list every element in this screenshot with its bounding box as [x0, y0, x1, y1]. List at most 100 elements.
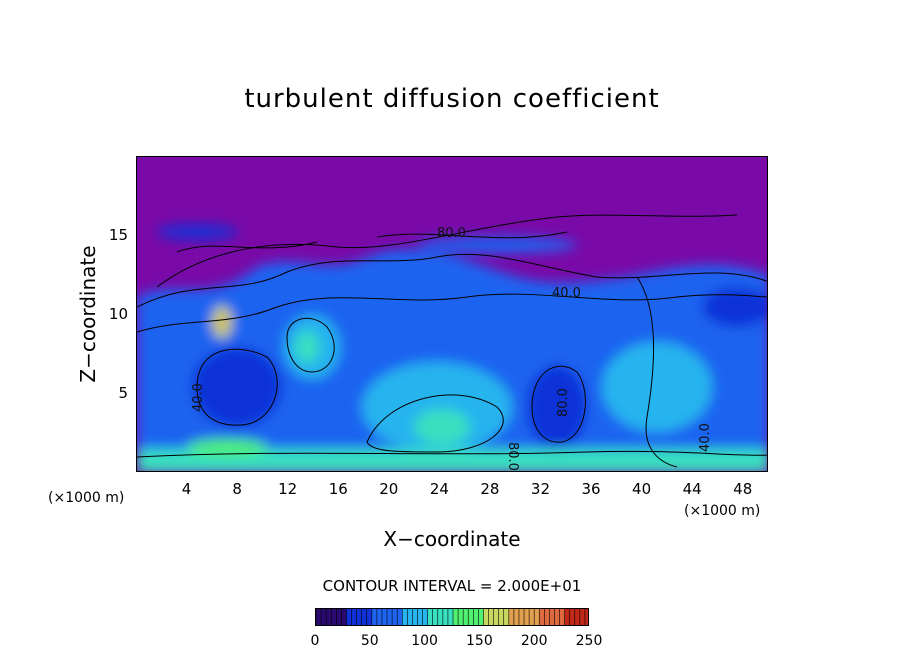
colorbar-swatch [478, 609, 484, 625]
colorbar-swatch [488, 609, 495, 625]
colorbar-swatch [518, 609, 525, 625]
colorbar-swatch [316, 609, 322, 625]
x-axis-label: X−coordinate [383, 527, 521, 551]
colorbar-swatch [432, 609, 439, 625]
contour-label: 40.0 [191, 383, 206, 412]
contour-line [636, 276, 678, 468]
field-region [157, 225, 237, 239]
colorbar-swatch [503, 609, 510, 625]
colorbar-swatch [458, 609, 464, 625]
colorbar-swatch [427, 609, 434, 625]
colorbar-swatch [483, 609, 490, 625]
x-tick-label: 8 [232, 480, 242, 498]
contour-label: 40.0 [698, 423, 713, 452]
colorbar-swatch [559, 609, 566, 625]
colorbar-swatch [579, 609, 586, 625]
contour-line [286, 317, 335, 373]
field-region [137, 249, 767, 471]
field-region [414, 409, 470, 445]
colorbar-swatch [397, 609, 403, 625]
colorbar-swatch [381, 609, 388, 625]
contour-label: 80.0 [437, 226, 466, 241]
y-axis-label: Z−coordinate [76, 245, 100, 383]
colorbar-swatch [356, 609, 363, 625]
colorbar-swatch [442, 609, 449, 625]
colorbar-swatch [524, 609, 530, 625]
colorbar-swatch [574, 609, 581, 625]
colorbar [315, 608, 589, 626]
colorbar-swatch [508, 609, 515, 625]
colorbar-swatch [387, 609, 393, 625]
colorbar-swatch [468, 609, 474, 625]
colorbar-swatch [361, 609, 368, 625]
x-tick-label: 32 [530, 480, 551, 498]
colorbar-swatch [463, 609, 469, 625]
x-tick-label: 16 [328, 480, 348, 498]
x-tick-label: 12 [278, 480, 298, 498]
x-tick-label: 48 [733, 480, 753, 498]
field-region [527, 365, 587, 449]
field-region [362, 362, 512, 452]
contour-line [156, 214, 738, 288]
colorbar-swatch [437, 609, 444, 625]
colorbar-swatch [447, 609, 454, 625]
colorbar-swatch [346, 609, 353, 625]
colorbar-swatch [407, 609, 413, 625]
field-region [218, 314, 226, 330]
colorbar-swatch [544, 609, 550, 625]
field-region [417, 237, 577, 253]
colorbar-swatch [336, 609, 342, 625]
field-region [192, 347, 282, 427]
colorbar-swatch [331, 609, 337, 625]
colorbar-tick-label: 50 [360, 633, 379, 649]
contour-line [531, 365, 586, 443]
colorbar-swatch [493, 609, 500, 625]
contour-label: 80.0 [505, 442, 520, 471]
field-region [187, 439, 267, 455]
y-tick-label: 5 [118, 384, 128, 402]
colorbar-swatch [417, 609, 424, 625]
colorbar-swatch [584, 609, 588, 625]
y-tick-label: 15 [108, 226, 128, 244]
plot-area: 80.0 40.0 40.0 80.0 80.0 40.0 [136, 156, 768, 472]
colorbar-tick-label: 0 [310, 633, 320, 649]
colorbar-swatch [554, 609, 561, 625]
colorbar-swatch [371, 609, 378, 625]
colorbar-swatch [473, 609, 479, 625]
x-tick-label: 4 [181, 480, 192, 498]
colorbar-tick-label: 150 [466, 633, 493, 649]
colorbar-swatch [376, 609, 383, 625]
colorbar-tick-label: 250 [575, 633, 603, 649]
contour-interval-label: CONTOUR INTERVAL = 2.000E+01 [322, 577, 582, 595]
contour-line [137, 253, 767, 308]
x-tick-label: 44 [682, 480, 702, 498]
colorbar-swatch [453, 609, 459, 625]
colorbar-swatch [341, 609, 347, 625]
contour-line [196, 348, 278, 426]
y-tick-label: 10 [108, 305, 128, 323]
x-axis-unit: (×1000 m) [684, 503, 761, 519]
x-tick-label: 36 [581, 480, 601, 498]
contour-line [176, 231, 568, 253]
x-tick-label: 20 [379, 480, 399, 498]
colorbar-tick-label: 100 [411, 633, 438, 649]
x-tick-label: 24 [429, 480, 449, 498]
diffusion-field: 80.0 40.0 40.0 80.0 80.0 40.0 [137, 214, 767, 471]
colorbar-swatch [513, 609, 520, 625]
colorbar-swatch [326, 609, 332, 625]
colorbar-swatch [498, 609, 505, 625]
field-region [602, 342, 712, 432]
colorbar-swatch [539, 609, 545, 625]
colorbar-swatch [392, 609, 398, 625]
chart-title: turbulent diffusion coefficient [244, 84, 660, 114]
colorbar-swatch [321, 609, 327, 625]
field-region [702, 287, 767, 327]
x-tick-label: 40 [632, 480, 652, 498]
field-region [137, 449, 767, 471]
colorbar-swatch [534, 609, 540, 625]
colorbar-swatch [564, 609, 571, 625]
contour-label: 40.0 [552, 286, 581, 301]
contour-line [137, 450, 767, 458]
x-tick-label: 28 [480, 480, 500, 498]
colorbar-swatch [422, 609, 429, 625]
